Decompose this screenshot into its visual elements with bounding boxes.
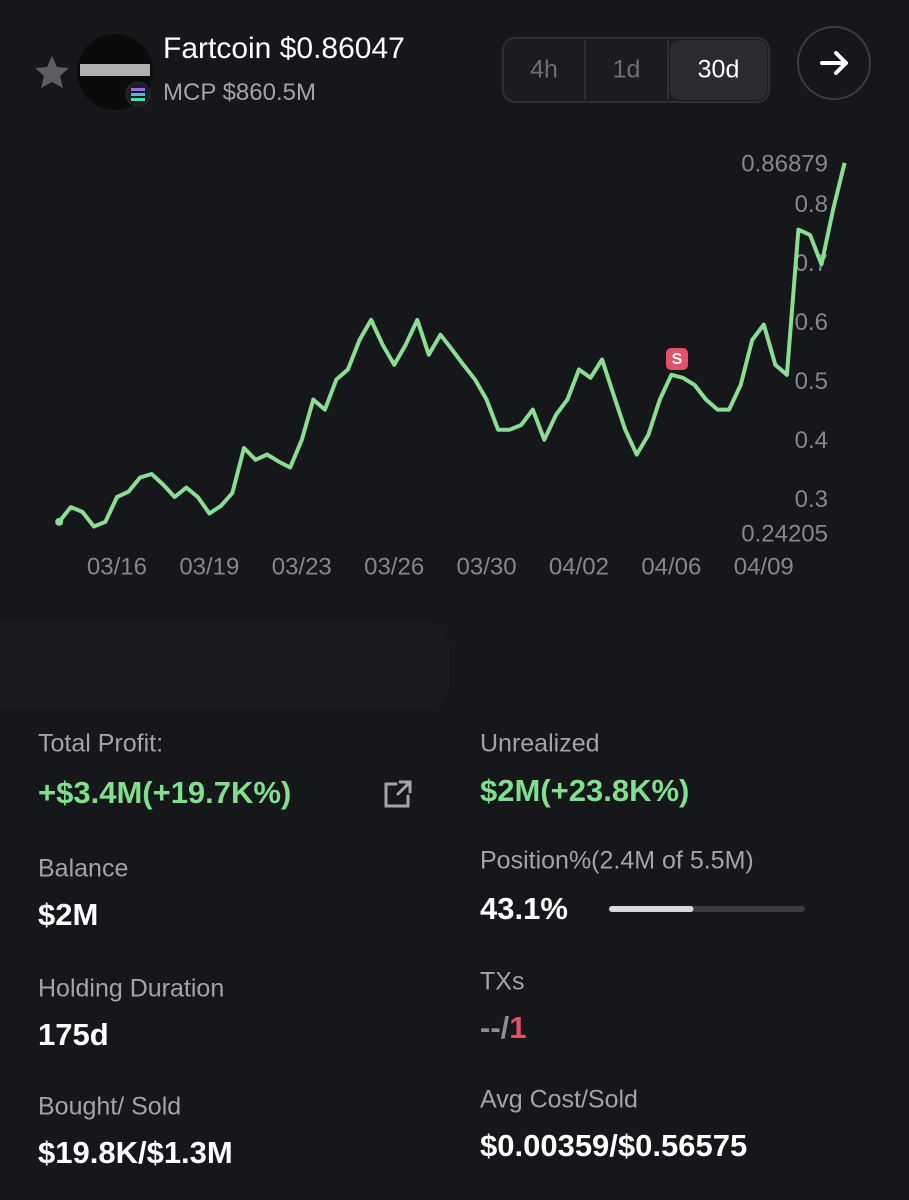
chain-icon-bar xyxy=(131,93,145,96)
market-cap: MCP $860.5M xyxy=(163,79,316,106)
share-icon[interactable] xyxy=(384,780,412,808)
stat-value: +$3.4M(+19.7K%) xyxy=(38,775,291,810)
stat-label: Bought/ Sold xyxy=(38,1093,181,1121)
blur-panel xyxy=(0,620,450,710)
stat-label: Balance xyxy=(38,855,128,883)
x-tick-label: 03/23 xyxy=(272,553,332,580)
tx-sells: 1 xyxy=(509,1010,526,1045)
tx-separator: / xyxy=(501,1010,510,1045)
stat-value: 43.1% xyxy=(480,891,568,926)
x-tick-label: 03/16 xyxy=(87,553,147,580)
stat-value: $0.00359/$0.56575 xyxy=(480,1128,747,1163)
arrow-icon xyxy=(820,51,848,75)
token-name: Fartcoin xyxy=(163,32,271,65)
sell-marker-label: S xyxy=(672,351,683,368)
stat-value: $2M xyxy=(38,897,98,932)
favorite-star[interactable] xyxy=(35,56,69,88)
y-tick-label: 0.3 xyxy=(795,486,828,513)
next-button[interactable] xyxy=(797,26,871,100)
timeframe-tab[interactable]: 1d xyxy=(613,56,641,84)
mcp-value: $860.5M xyxy=(223,79,316,106)
y-tick-label: 0.24205 xyxy=(741,520,828,547)
x-tick-label: 04/02 xyxy=(549,553,609,580)
timeframe-tab[interactable]: 4h xyxy=(530,56,558,84)
timeframe-active xyxy=(670,40,767,100)
x-tick-label: 03/30 xyxy=(457,553,517,580)
tx-buys: -- xyxy=(480,1010,501,1045)
token-logo xyxy=(80,64,150,76)
timeframe-group: 4h 1d 30d xyxy=(530,40,767,100)
mcp-label: MCP xyxy=(163,79,216,106)
stat-label: TXs xyxy=(480,968,524,996)
stat-value: 175d xyxy=(38,1017,109,1052)
stats: Total Profit: +$3.4M(+19.7K%) Balance $2M Ho… xyxy=(38,730,805,1170)
progress-fill xyxy=(609,906,694,912)
y-tick-label: 0.4 xyxy=(795,427,828,454)
price-line xyxy=(57,162,847,529)
timeframe-tab[interactable]: 30d xyxy=(698,56,740,84)
y-tick-label: 0.6 xyxy=(795,309,828,336)
x-tick-label: 03/19 xyxy=(179,553,239,580)
x-tick-label: 04/09 xyxy=(734,553,794,580)
start-dot xyxy=(55,517,64,526)
stat-value: $2M(+23.8K%) xyxy=(480,773,689,808)
token-price: $0.86047 xyxy=(280,32,405,65)
sell-marker xyxy=(666,348,688,370)
stat-value: --/1 xyxy=(480,1010,527,1045)
stat-value: $19.8K/$1.3M xyxy=(38,1135,233,1170)
stat-label: Position%(2.4M of 5.5M) xyxy=(480,847,754,875)
chain-icon-bar xyxy=(131,88,145,91)
y-tick-label: 0.8 xyxy=(795,191,828,218)
x-tick-label: 04/06 xyxy=(641,553,701,580)
stat-label: Unrealized xyxy=(480,730,600,758)
y-tick-label: 0.5 xyxy=(795,368,828,395)
y-tick-label: 0.86879 xyxy=(741,150,828,177)
token-name: Fartcoin $0.86047 xyxy=(163,32,405,65)
stat-label: Avg Cost/Sold xyxy=(480,1086,638,1114)
x-tick-label: 03/26 xyxy=(364,553,424,580)
stat-label: Total Profit: xyxy=(38,730,163,758)
chain-icon-bar xyxy=(131,98,145,101)
stat-label: Holding Duration xyxy=(38,975,224,1003)
